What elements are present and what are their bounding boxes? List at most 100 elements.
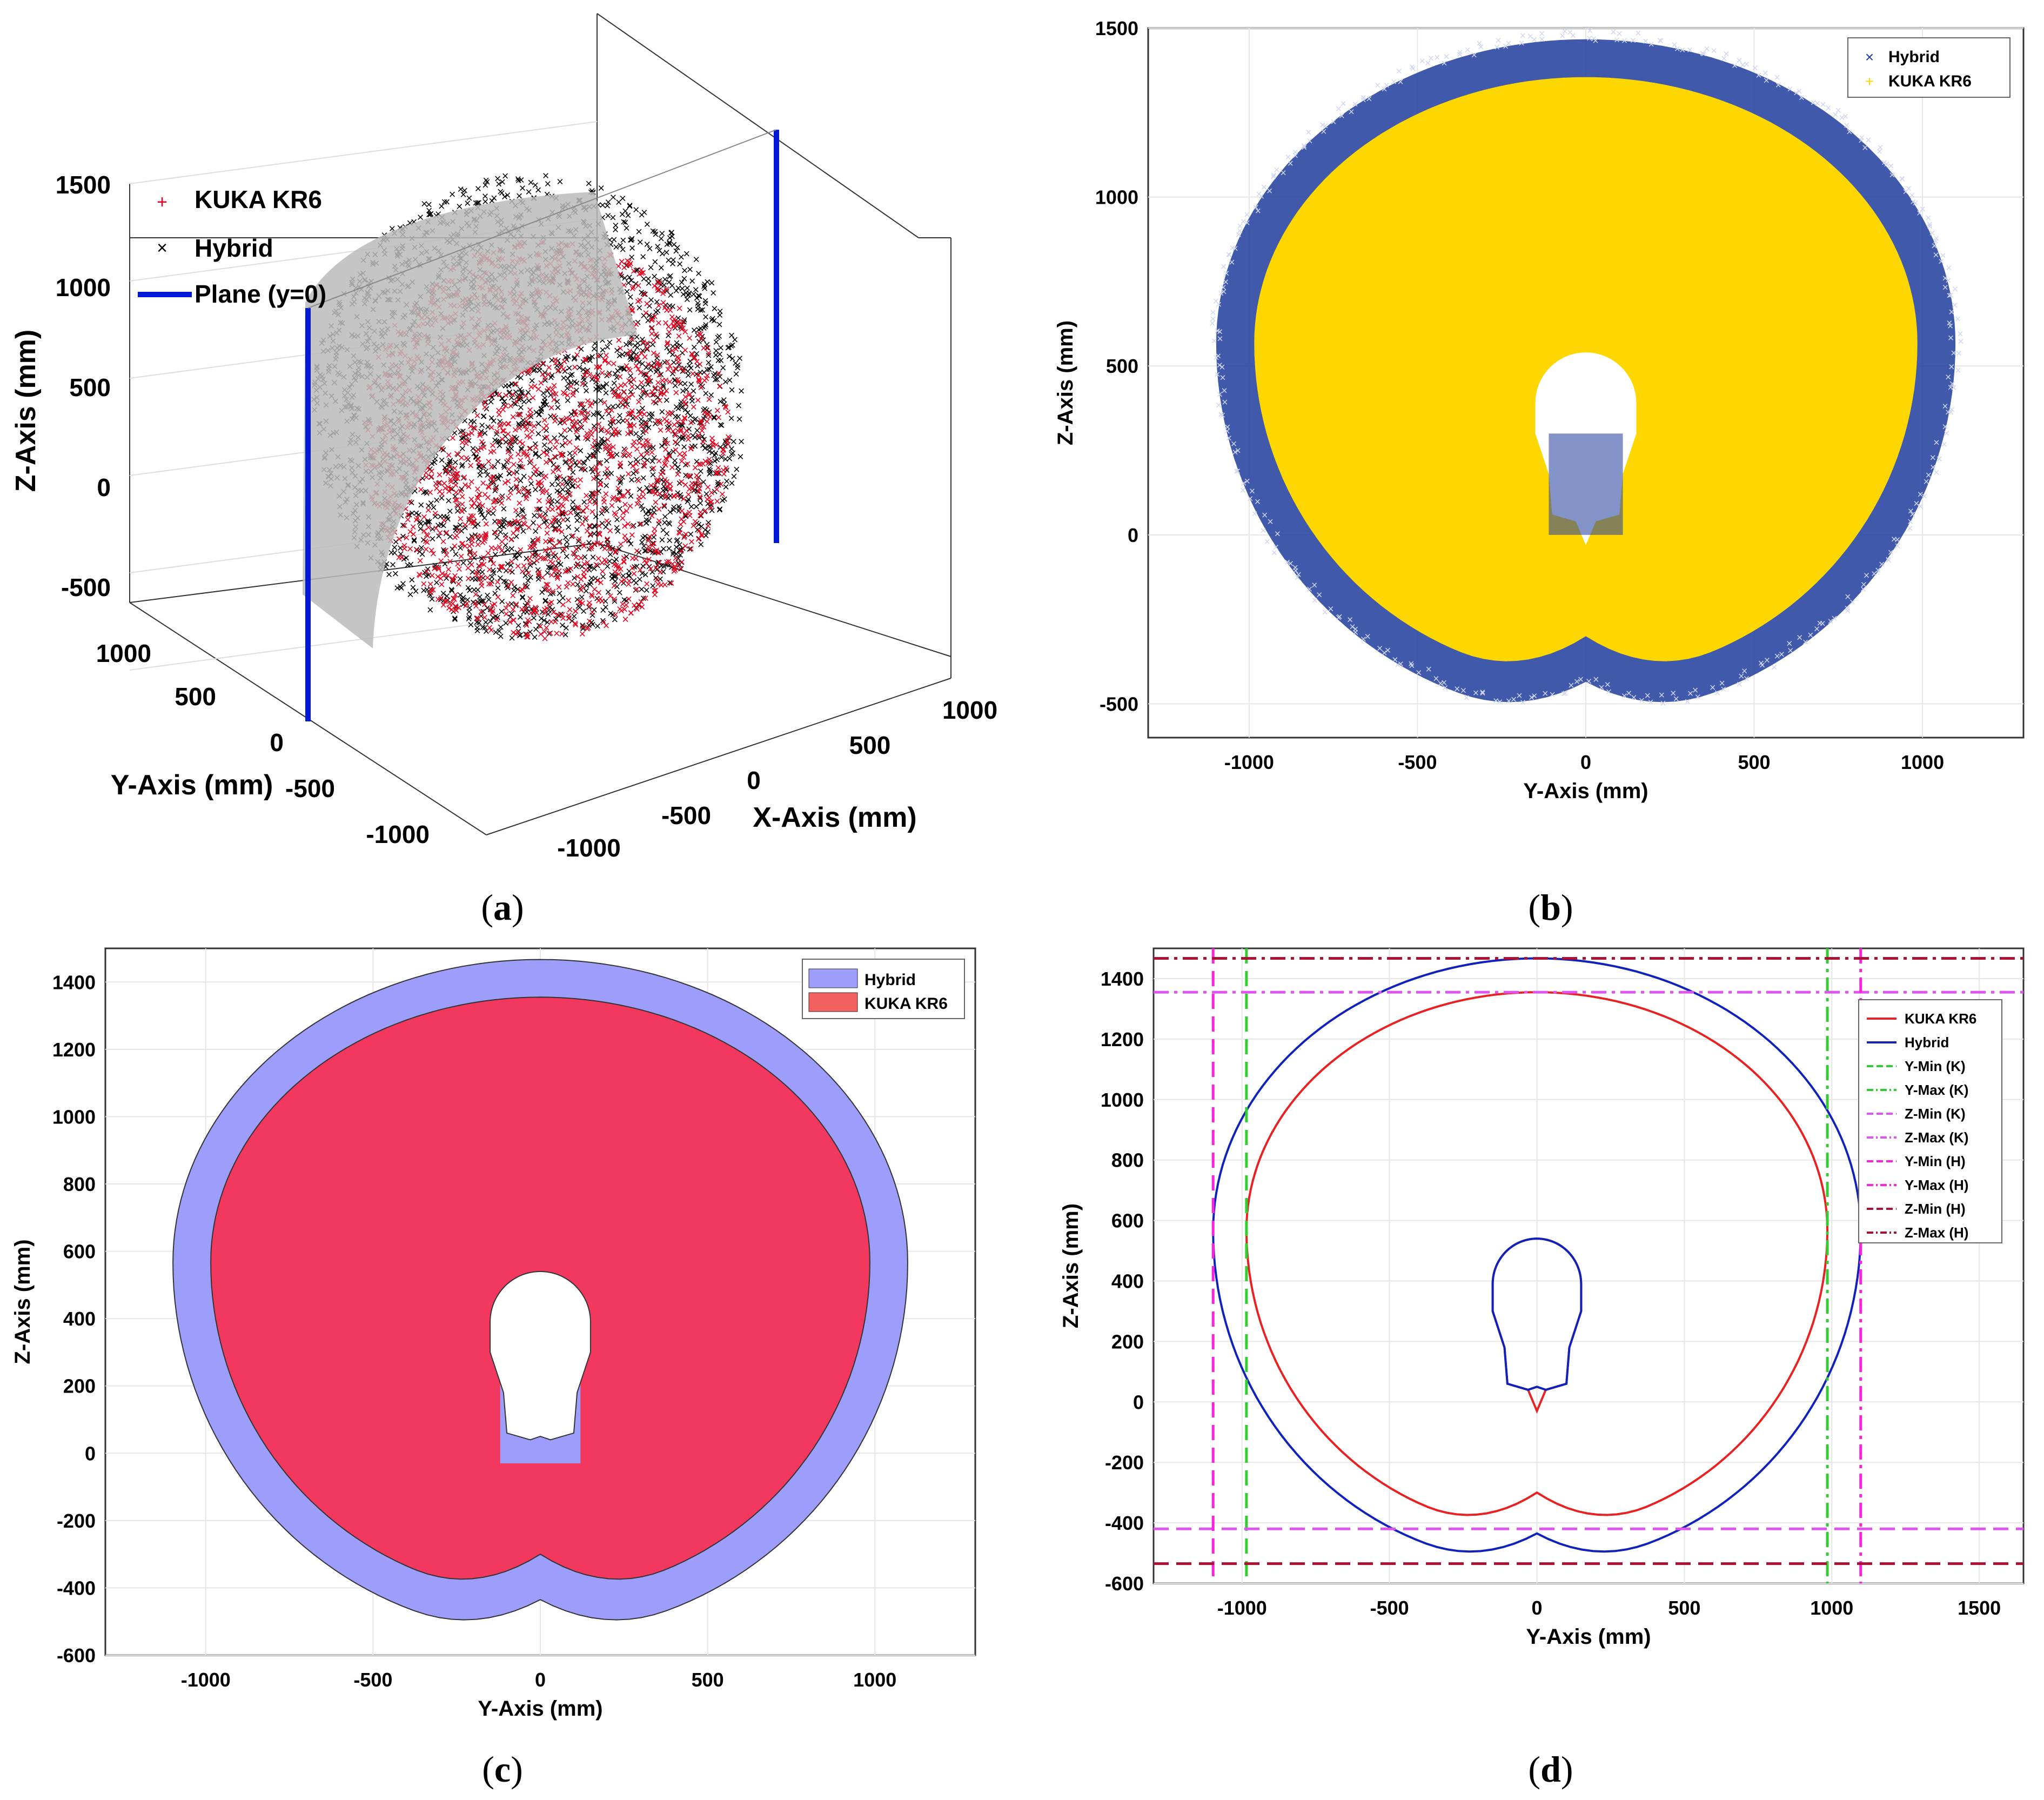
- kuka-point: ×: [642, 306, 649, 320]
- hybrid-point: ×: [1478, 41, 1484, 53]
- hybrid-point: ×: [1271, 170, 1277, 182]
- hybrid-point: ×: [1463, 692, 1470, 704]
- kuka-point: ×: [519, 460, 526, 474]
- hybrid-point: ×: [655, 283, 662, 297]
- kuka-point: ×: [604, 471, 611, 484]
- d-x-tick-label: 1000: [1810, 1597, 1853, 1619]
- hybrid-point: ×: [410, 581, 417, 594]
- hybrid-point: ×: [1330, 116, 1337, 128]
- hybrid-point: ×: [569, 480, 576, 493]
- y-tick-label: -500: [285, 774, 335, 802]
- hybrid-point: ×: [1272, 542, 1279, 554]
- kuka-point: ×: [678, 544, 685, 558]
- hybrid-point: ×: [697, 464, 704, 478]
- kuka-point: ×: [523, 447, 530, 461]
- legend-marker-hybrid: ×: [157, 238, 167, 258]
- kuka-point: ×: [555, 463, 562, 477]
- hybrid-point: ×: [460, 188, 467, 201]
- hybrid-point: ×: [1292, 146, 1298, 158]
- hybrid-point: ×: [695, 299, 702, 313]
- hybrid-point: ×: [1807, 630, 1814, 641]
- hybrid-point: ×: [626, 199, 633, 213]
- d-y-tick-label: 1000: [1101, 1089, 1144, 1111]
- hybrid-point: ×: [549, 603, 556, 617]
- hybrid-point: ×: [1397, 76, 1404, 88]
- hybrid-point: ×: [490, 414, 497, 428]
- hybrid-point: ×: [658, 439, 665, 452]
- kuka-point: ×: [723, 461, 730, 475]
- kuka-point: ×: [559, 627, 566, 640]
- hybrid-point: ×: [1948, 332, 1954, 344]
- hybrid-point: ×: [418, 498, 425, 512]
- hybrid-point: ×: [482, 173, 490, 187]
- kuka-point: ×: [465, 427, 472, 441]
- hybrid-point: ×: [643, 516, 650, 530]
- hybrid-point: ×: [692, 283, 699, 297]
- hybrid-point: ×: [1797, 632, 1803, 644]
- c-x-tick-label: -500: [353, 1669, 392, 1691]
- kuka-point: ×: [475, 453, 482, 466]
- hybrid-point: ×: [530, 533, 537, 547]
- x-tick-label: 0: [747, 766, 761, 794]
- hybrid-point: ×: [562, 456, 569, 469]
- hybrid-point: ×: [673, 284, 680, 297]
- kuka-point: ×: [578, 583, 585, 597]
- hybrid-point: ×: [665, 516, 672, 530]
- d-y-tick-label: 1200: [1101, 1028, 1144, 1050]
- hybrid-point: ×: [1518, 37, 1525, 49]
- kuka-point: ×: [443, 544, 450, 557]
- d-y-tick-label: -600: [1105, 1573, 1144, 1595]
- kuka-point: ×: [542, 469, 549, 483]
- kuka-point: ×: [680, 450, 687, 464]
- hybrid-point: ×: [1336, 612, 1342, 624]
- hybrid-point: ×: [1827, 616, 1834, 628]
- kuka-point: ×: [459, 498, 466, 511]
- b-x-tick-label: -500: [1398, 751, 1437, 773]
- hybrid-point: ×: [658, 559, 665, 572]
- hybrid-point: ×: [525, 485, 532, 498]
- kuka-point: ×: [527, 407, 534, 421]
- hybrid-point: ×: [1328, 603, 1334, 615]
- kuka-point: ×: [651, 360, 658, 374]
- kuka-point: ×: [600, 492, 607, 506]
- kuka-point: ×: [580, 570, 587, 583]
- kuka-point: ×: [584, 524, 591, 538]
- hybrid-point: ×: [1505, 38, 1512, 50]
- hybrid-point: ×: [494, 581, 501, 594]
- hybrid-point: ×: [1531, 690, 1538, 702]
- kuka-point: ×: [654, 275, 661, 289]
- kuka-point: ×: [571, 360, 578, 374]
- hybrid-point: ×: [628, 232, 635, 245]
- kuka-point: ×: [620, 554, 627, 568]
- kuka-point: ×: [662, 452, 669, 465]
- hybrid-point: ×: [1542, 688, 1549, 700]
- hybrid-point: ×: [1944, 428, 1950, 440]
- hybrid-point: ×: [1433, 673, 1439, 685]
- kuka-point: ×: [508, 431, 515, 445]
- hybrid-point: ×: [1419, 56, 1425, 68]
- b-x-tick-label: 500: [1738, 751, 1770, 773]
- hybrid-point: ×: [608, 568, 615, 581]
- legend-label-4: Z-Min (K): [1905, 1106, 1966, 1122]
- kuka-point: ×: [678, 475, 685, 489]
- kuka-point: ×: [503, 607, 510, 621]
- hybrid-point: ×: [1217, 333, 1223, 345]
- kuka-point: ×: [697, 509, 704, 523]
- kuka-point: ×: [693, 354, 700, 368]
- hybrid-point: ×: [606, 366, 613, 380]
- kuka-point: ×: [671, 561, 678, 575]
- b-y-axis-label: Z-Axis (mm): [1054, 320, 1077, 445]
- hybrid-point: ×: [1940, 250, 1946, 262]
- hybrid-point: ×: [557, 558, 564, 571]
- hybrid-point: ×: [1574, 676, 1580, 688]
- hybrid-point: ×: [1925, 212, 1932, 224]
- kuka-point: ×: [581, 557, 588, 571]
- hybrid-point: ×: [573, 560, 580, 573]
- c-y-tick-label: 1000: [52, 1106, 96, 1128]
- kuka-point: ×: [533, 463, 540, 476]
- kuka-point: ×: [566, 471, 573, 485]
- kuka-point: ×: [554, 570, 561, 583]
- hybrid-point: ×: [1264, 536, 1270, 548]
- d-y-tick-label: -200: [1105, 1451, 1144, 1474]
- hybrid-point: ×: [1643, 36, 1649, 48]
